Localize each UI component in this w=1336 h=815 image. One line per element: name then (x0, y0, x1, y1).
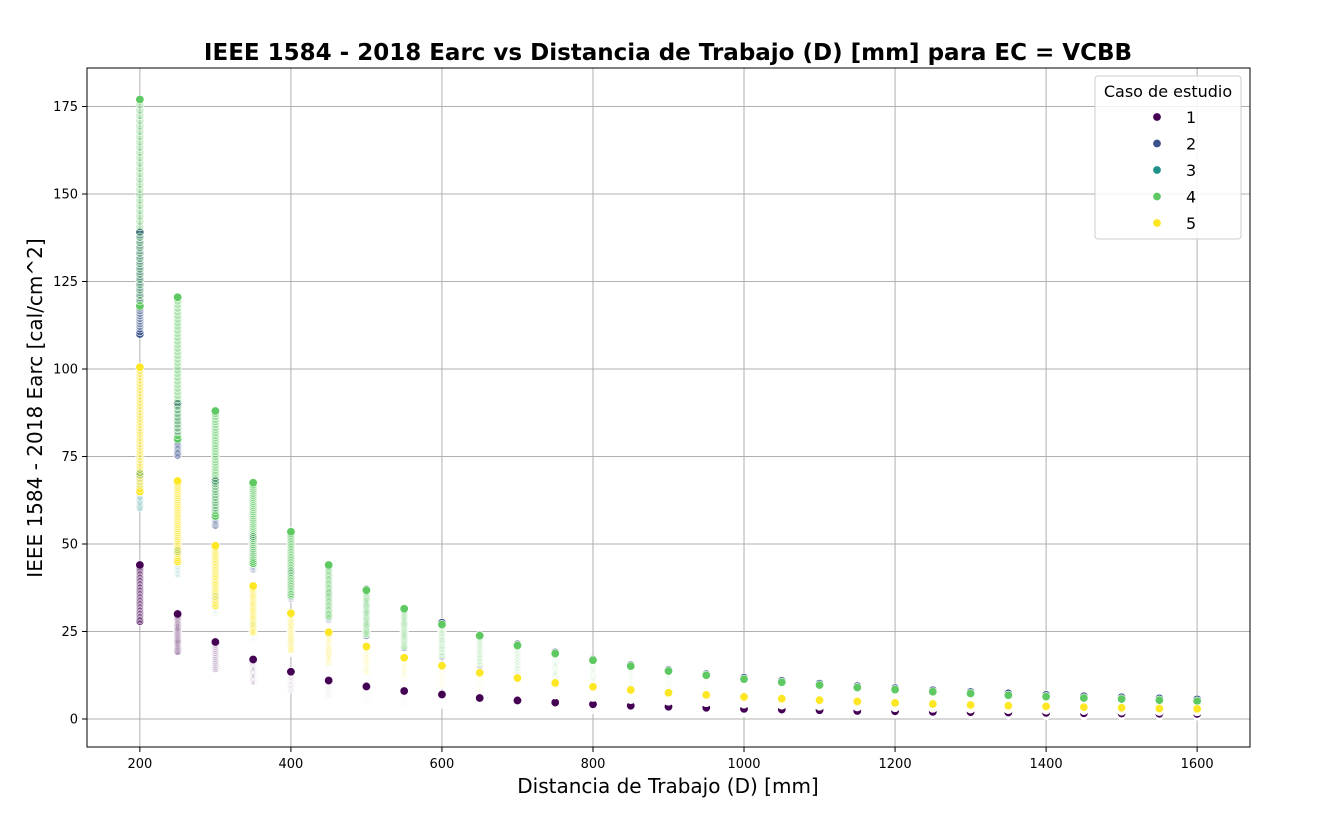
data-point (135, 95, 145, 105)
data-point (512, 695, 522, 705)
data-point (512, 640, 522, 650)
data-point (777, 677, 787, 687)
data-point (248, 654, 258, 664)
data-point (739, 674, 749, 684)
data-point (324, 627, 334, 637)
data-point (1117, 694, 1127, 704)
data-point (135, 560, 145, 570)
data-point (437, 619, 447, 629)
data-point (173, 292, 183, 302)
data-point (701, 670, 711, 680)
data-point (1003, 690, 1013, 700)
data-point (399, 653, 409, 663)
data-point (1192, 696, 1202, 706)
data-point (1079, 693, 1089, 703)
data-point (815, 680, 825, 690)
data-point (361, 585, 371, 595)
grid-lines (87, 68, 1250, 747)
data-point (286, 667, 296, 677)
data-point (135, 362, 145, 372)
data-point (550, 649, 560, 659)
data-point (1041, 692, 1051, 702)
data-point (588, 655, 598, 665)
data-point (399, 686, 409, 696)
data-point (286, 527, 296, 537)
data-point (324, 675, 334, 685)
data-point (475, 693, 485, 703)
data-point (286, 608, 296, 618)
data-point (248, 478, 258, 488)
data-point (173, 609, 183, 619)
data-point (475, 631, 485, 641)
data-point (210, 637, 220, 647)
data-point (852, 682, 862, 692)
series-5 (135, 362, 1202, 717)
data-point (890, 685, 900, 695)
series-4 (135, 95, 1202, 710)
data-point (361, 681, 371, 691)
data-point (437, 689, 447, 699)
data-point (361, 642, 371, 652)
data-point (626, 661, 636, 671)
series-2 (135, 228, 1202, 711)
data-point (210, 541, 220, 551)
data-point (928, 687, 938, 697)
data-point (324, 560, 334, 570)
data-point (173, 476, 183, 486)
data-point (663, 666, 673, 676)
data-points (135, 95, 1202, 721)
data-point (399, 604, 409, 614)
data-point (248, 581, 258, 591)
data-point (1154, 695, 1164, 705)
data-point (210, 406, 220, 416)
data-point (550, 698, 560, 708)
data-point (966, 688, 976, 698)
